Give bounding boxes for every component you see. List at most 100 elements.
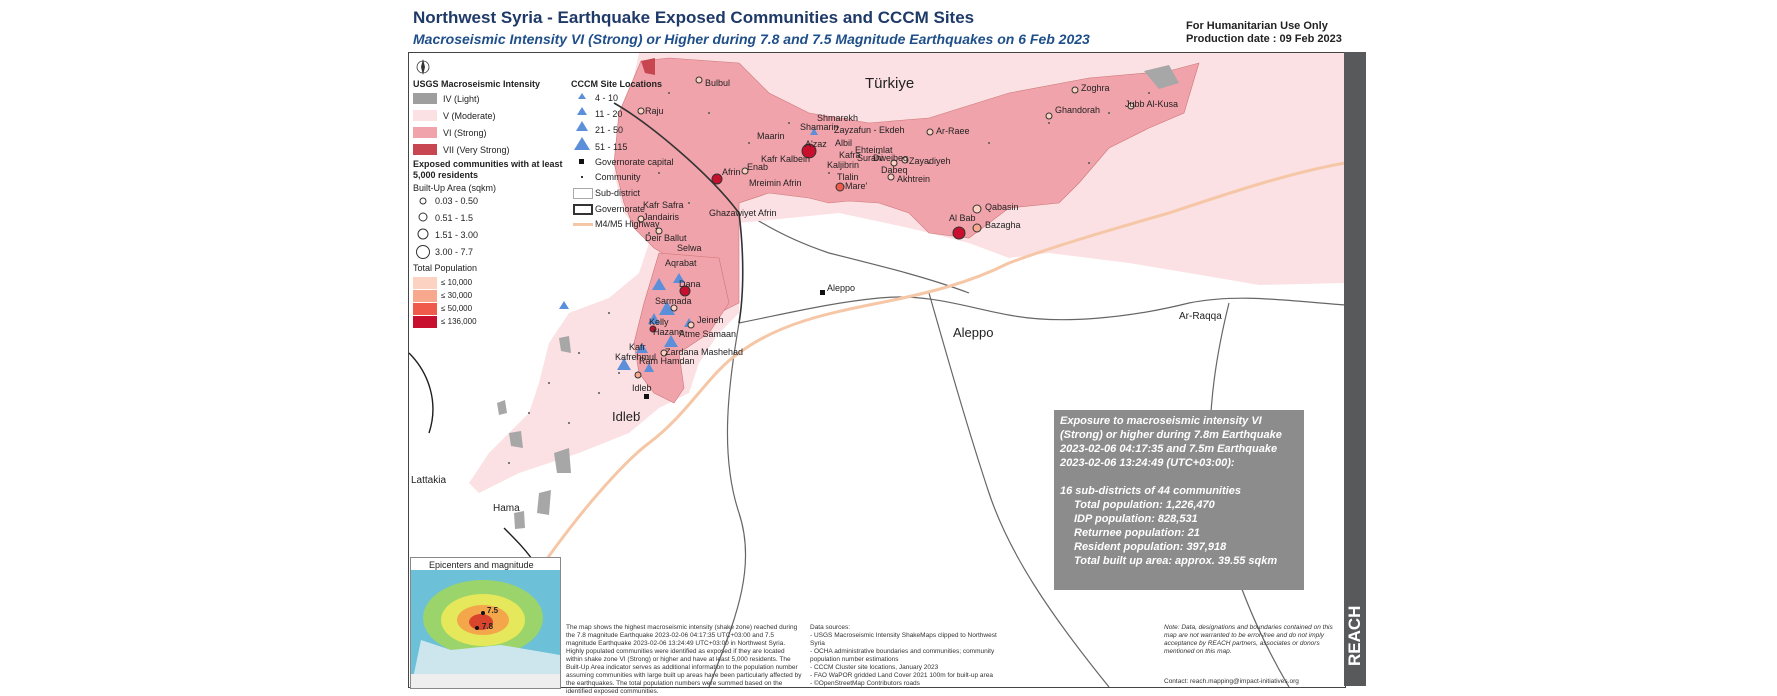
cccm-site-icon xyxy=(664,335,678,347)
data-source-line: - ©OpenStreetMap Contributors roads xyxy=(810,680,920,687)
legend-symbol-subdistrict: Sub-district xyxy=(595,188,641,198)
intensity-iv-zone xyxy=(559,336,571,353)
community-label: Kafr Kalbein xyxy=(761,154,811,164)
governorate-boundary xyxy=(409,352,434,434)
legend-cccm-2: 21 - 50 xyxy=(595,125,624,135)
community-label: A'zaz xyxy=(805,139,827,149)
cccm-site-icon xyxy=(559,301,569,309)
intensity-iv-zone xyxy=(537,490,551,515)
community-label: Bazagha xyxy=(985,220,1021,230)
governorate-label-lattakia: Lattakia xyxy=(411,475,447,486)
country-label-turkiye: Türkiye xyxy=(865,75,915,92)
legend-pop-0: ≤ 10,000 xyxy=(441,278,473,287)
governorate-capital-icon xyxy=(644,394,649,399)
subdistrict-swatch xyxy=(573,188,593,199)
intensity-vii-zone xyxy=(641,58,655,75)
legend-cccm-3: 51 - 115 xyxy=(595,142,628,152)
community-label: Shamarin xyxy=(800,122,839,132)
community-label: Dana xyxy=(679,279,701,289)
admin-boundary xyxy=(708,322,747,687)
community-label: Kafr xyxy=(629,342,646,352)
legend-pop-swatch xyxy=(413,290,437,302)
community-raju xyxy=(637,107,645,115)
community-label: Ram Hamdan xyxy=(639,356,695,366)
community-label: Mreimin Afrin xyxy=(749,178,802,188)
community-zardana xyxy=(660,349,668,357)
legend-cccm-title: CCCM Site Locations xyxy=(571,79,663,89)
legend-symbol-governorate: Governorate xyxy=(595,204,646,214)
stats-total-pop: Total population: 1,226,470 xyxy=(1074,499,1215,511)
community-label: Enab xyxy=(747,162,769,172)
community-label: Bulbul xyxy=(705,78,731,88)
community-label: Zayadiyeh xyxy=(909,156,951,166)
community-jubb xyxy=(1127,102,1135,110)
inset-mag-78: 7.8 xyxy=(482,622,494,631)
governorate-capital-icon xyxy=(820,290,825,295)
community-label: Qabasin xyxy=(985,202,1019,212)
community-label: Hazano xyxy=(653,327,685,337)
legend-label-vi: VI (Strong) xyxy=(443,128,487,138)
intensity-iv-zone xyxy=(509,431,523,448)
legend-pop-swatch xyxy=(413,303,437,315)
legend-builtup-title: Built-Up Area (sqkm) xyxy=(413,183,497,193)
cccm-site-icon xyxy=(673,273,685,283)
community-zayadiyeh xyxy=(901,156,909,164)
stats-heading: Exposure to macroseismic intensity VI (S… xyxy=(1060,415,1282,469)
legend-usgs-title: USGS Macroseismic Intensity xyxy=(413,79,541,89)
legend-swatch-vii xyxy=(413,144,437,155)
legend-cccm-1: 11 - 20 xyxy=(595,109,623,119)
community-idleb xyxy=(634,371,642,379)
community-label: Ehteimlat xyxy=(855,145,893,155)
map-title: Northwest Syria - Earthquake Exposed Com… xyxy=(413,8,975,27)
governorate-boundary xyxy=(613,102,744,324)
cccm-site-icon xyxy=(644,363,654,372)
capital-label-idleb: Idleb xyxy=(632,383,652,393)
cccm-site-icon xyxy=(652,278,666,290)
community-label: Raju xyxy=(645,106,664,116)
community-mare xyxy=(835,182,845,192)
community-label: Ghandorah xyxy=(1055,105,1101,115)
cccm-site-icon xyxy=(810,128,818,135)
governorate-label-aleppo: Aleppo xyxy=(953,325,994,340)
community-al-bab xyxy=(952,226,966,240)
community-label: Afrin xyxy=(722,167,741,177)
community-kelly xyxy=(649,325,657,333)
humanitarian-use-label: For Humanitarian Use Only xyxy=(1186,20,1328,32)
community-label: Dweibeq xyxy=(873,153,909,163)
community-dana xyxy=(679,285,691,297)
legend-builtup-1: 0.51 - 1.5 xyxy=(435,213,474,223)
intensity-iv-zone xyxy=(497,400,507,415)
inset-mag-75: 7.5 xyxy=(487,606,499,615)
community-akhtrein xyxy=(887,173,895,181)
community-label: Zoghra xyxy=(1081,83,1110,93)
community-label: Tlalin xyxy=(837,172,859,182)
community-label: Mare' xyxy=(845,181,868,191)
legend-label-v: V (Moderate) xyxy=(443,111,496,121)
legend-pop-3: ≤ 136,000 xyxy=(441,317,477,326)
community-ar-raee xyxy=(926,128,934,136)
community-label: Atme Samaan xyxy=(679,329,737,339)
legend-symbol-capital: Governorate capital xyxy=(595,157,674,167)
stats-idp-pop: IDP population: 828,531 xyxy=(1074,513,1198,525)
inset-shake-map xyxy=(411,570,560,688)
community-label: Jubb Al-Kusa xyxy=(1125,99,1179,109)
intensity-iv-zone xyxy=(1144,65,1179,89)
community-label: Jeineh xyxy=(697,315,724,325)
data-sources-title: Data sources: xyxy=(810,624,851,631)
legend-builtup-3: 3.00 - 7.7 xyxy=(435,247,474,257)
legend-swatch-iv xyxy=(413,93,437,104)
legend-pop-1: ≤ 30,000 xyxy=(441,291,473,300)
data-source-line: - FAO WaPOR gridded Land Cover 2021 100m… xyxy=(810,672,993,679)
intensity-vi-zone xyxy=(633,252,730,404)
community-label: Akhtrein xyxy=(897,174,931,184)
cccm-site-icon xyxy=(636,343,648,353)
community-label: Maarin xyxy=(757,131,785,141)
admin-boundary xyxy=(928,292,1110,687)
legend-label-vii: VII (Very Strong) xyxy=(443,145,510,155)
stats-subdistricts: 16 sub-districts of 44 communities xyxy=(1060,485,1241,497)
community-deir-ballut xyxy=(655,227,663,235)
community-label: Ghazawiyet Afrin xyxy=(709,208,777,218)
epicenter-inset-map: Epicenters and magnitude 7.5 7.8 xyxy=(410,557,561,689)
legend-pop-swatch xyxy=(413,277,437,289)
community-label: Ar-Raee xyxy=(936,126,970,136)
